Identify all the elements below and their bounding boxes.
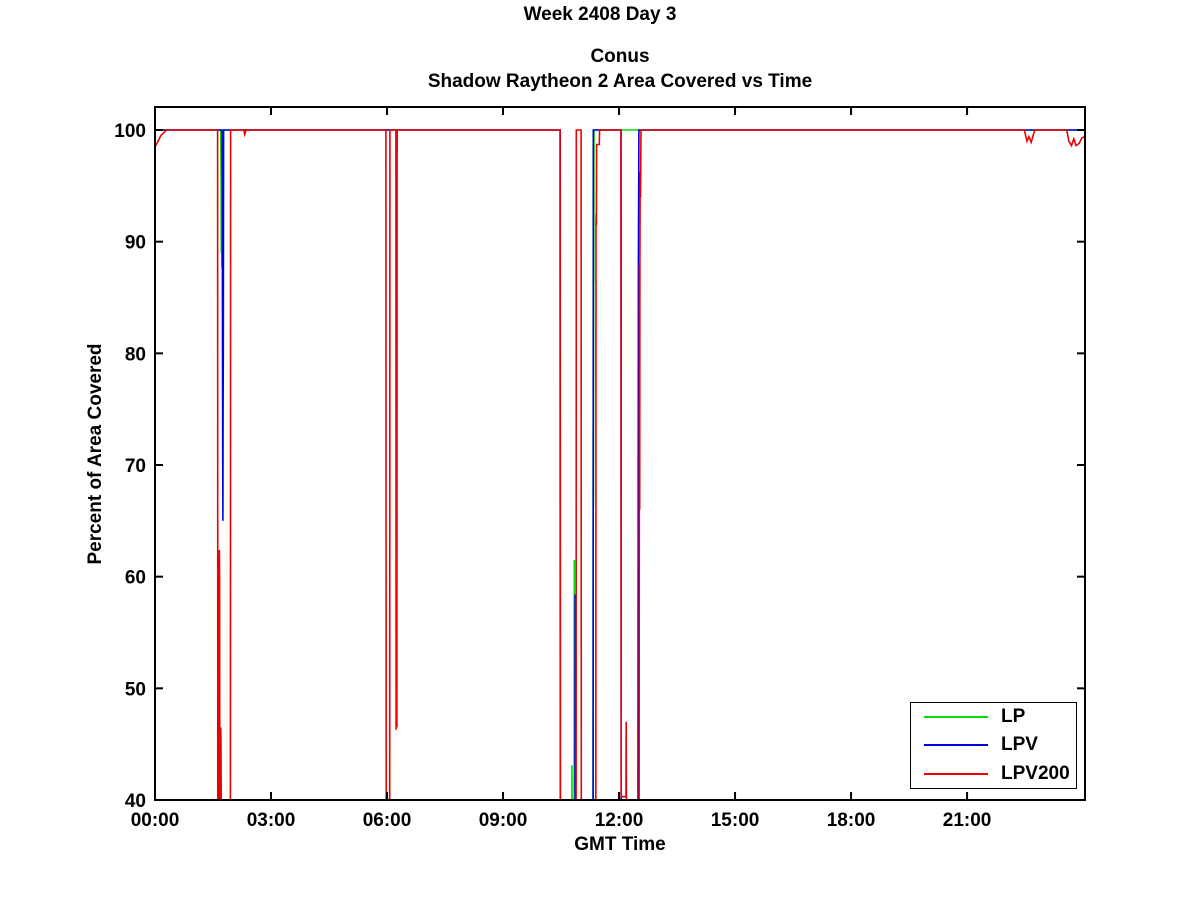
y-axis-label: Percent of Area Covered [85, 343, 106, 565]
y-tick-label: 100 [114, 121, 146, 142]
x-tick-label: 09:00 [479, 810, 528, 831]
x-tick-label: 12:00 [595, 810, 644, 831]
y-tick-label: 50 [125, 679, 146, 700]
series-group [155, 129, 1085, 800]
x-axis-label: GMT Time [574, 834, 666, 855]
y-tick-label: 90 [125, 233, 146, 254]
legend: LP LPV LPV200 [910, 702, 1077, 789]
series-line-lpv200 [155, 129, 1085, 800]
legend-line-lpv [924, 744, 988, 747]
legend-entry-lp: LP [911, 703, 1076, 731]
axes-title: Conus Shadow Raytheon 2 Area Covered vs … [155, 44, 1085, 94]
y-tick-label: 70 [125, 456, 146, 477]
x-tick-label: 00:00 [131, 810, 180, 831]
legend-entry-lpv200: LPV200 [911, 760, 1076, 788]
x-tick-label: 03:00 [247, 810, 296, 831]
y-tick-label: 60 [125, 568, 146, 589]
legend-label-lpv200: LPV200 [1001, 762, 1070, 784]
y-tick-label: 80 [125, 344, 146, 365]
legend-entry-lpv: LPV [911, 731, 1076, 759]
axes-title-line2: Shadow Raytheon 2 Area Covered vs Time [427, 71, 813, 92]
legend-line-lp [924, 716, 988, 719]
axes-title-line1: Conus [590, 46, 650, 67]
x-tick-label: 21:00 [943, 810, 992, 831]
legend-label-lp: LP [1001, 706, 1026, 728]
axes-box [154, 106, 1086, 801]
figure-suptitle: Week 2408 Day 3 [523, 4, 677, 25]
x-tick-label: 18:00 [827, 810, 876, 831]
legend-label-lpv: LPV [1001, 734, 1038, 756]
legend-line-lpv200 [924, 772, 988, 775]
y-tick-label: 40 [125, 791, 146, 812]
x-tick-label: 15:00 [711, 810, 760, 831]
x-tick-label: 06:00 [363, 810, 412, 831]
